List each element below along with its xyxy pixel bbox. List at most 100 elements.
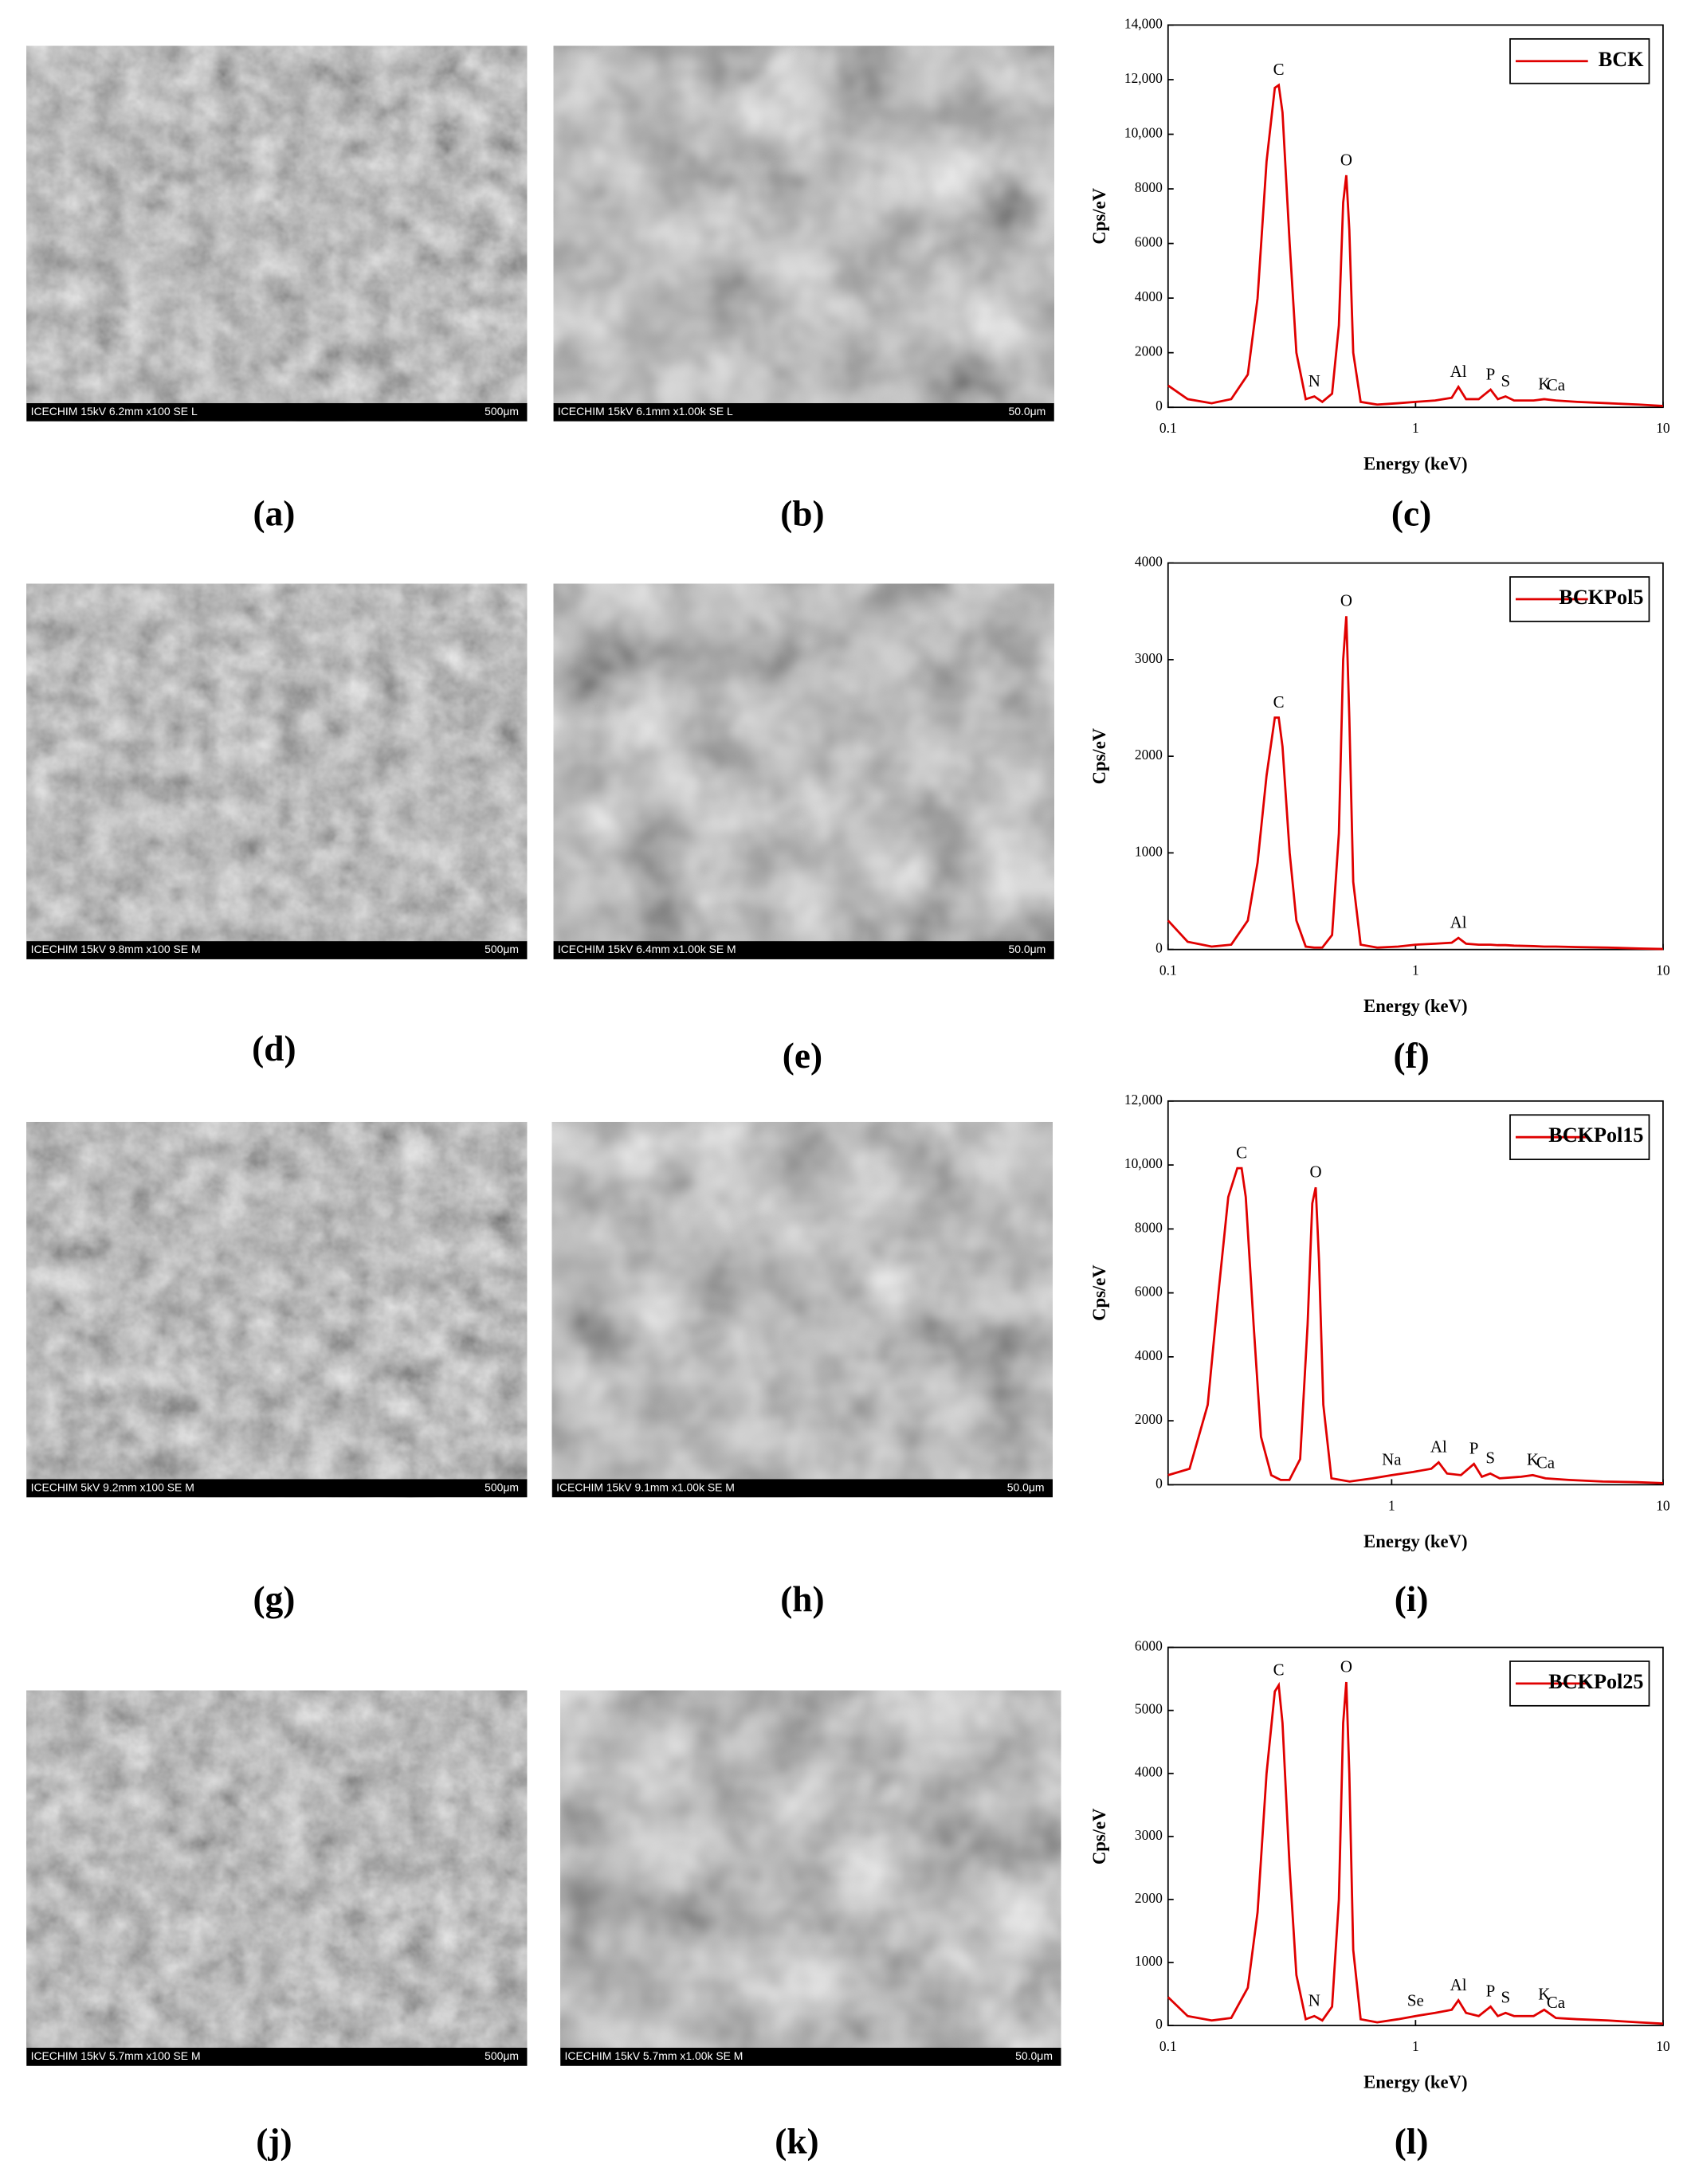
spectrum-line bbox=[1167, 1166, 1663, 1484]
y-tick-label: 3000 bbox=[1135, 1827, 1163, 1843]
y-axis-label: Cps/eV bbox=[1089, 727, 1109, 784]
peak-label: Al bbox=[1450, 362, 1467, 381]
legend-label: BCKPol15 bbox=[1548, 1123, 1643, 1147]
legend-label: BCKPol5 bbox=[1559, 586, 1643, 609]
y-tick-label: 6000 bbox=[1135, 1284, 1163, 1300]
info-bar bbox=[26, 2048, 528, 2066]
scale-label: 500μm bbox=[485, 2049, 519, 2062]
micrograph-caption: ICECHIM 15kV 5.7mm x1.00k SE M bbox=[565, 2049, 743, 2062]
peak-label: C bbox=[1273, 1660, 1285, 1679]
scale-label: 50.0μm bbox=[1015, 2049, 1053, 2062]
peak-label: P bbox=[1486, 364, 1496, 383]
x-tick-label: 1 bbox=[1412, 420, 1419, 436]
scale-label: 50.0μm bbox=[1008, 405, 1046, 418]
y-tick-label: 4000 bbox=[1135, 288, 1163, 304]
peak-label: Al bbox=[1450, 912, 1467, 931]
micrograph-caption: ICECHIM 15kV 6.4mm x1.00k SE M bbox=[558, 943, 736, 955]
micrograph bbox=[26, 45, 528, 422]
peak-label: C bbox=[1273, 692, 1285, 712]
y-tick-label: 1000 bbox=[1135, 1953, 1163, 1969]
peak-label: S bbox=[1501, 371, 1510, 390]
y-tick-label: 10,000 bbox=[1124, 124, 1163, 140]
micrograph bbox=[26, 583, 528, 959]
y-tick-label: 2000 bbox=[1135, 1890, 1163, 1906]
y-tick-label: 6000 bbox=[1135, 234, 1163, 250]
peak-label: O bbox=[1340, 591, 1352, 610]
micrograph-caption: ICECHIM 15kV 9.1mm x1.00k SE M bbox=[556, 1480, 735, 1493]
peak-label: N bbox=[1308, 371, 1320, 390]
peak-label: K bbox=[1527, 1450, 1539, 1469]
peak-label: O bbox=[1340, 1657, 1352, 1676]
y-tick-label: 2000 bbox=[1135, 343, 1163, 359]
y-tick-label: 4000 bbox=[1135, 1347, 1163, 1363]
y-tick-label: 3000 bbox=[1135, 650, 1163, 666]
peak-label: N bbox=[1308, 1991, 1320, 2010]
peak-label: Ca bbox=[1536, 1453, 1555, 1472]
x-tick-label: 10 bbox=[1656, 2038, 1670, 2054]
peak-label: Al bbox=[1430, 1437, 1447, 1457]
panel-label: (e) bbox=[783, 1036, 822, 1076]
peak-label: K bbox=[1538, 1985, 1550, 2004]
scale-label: 500μm bbox=[485, 943, 519, 955]
y-tick-label: 12,000 bbox=[1124, 70, 1163, 86]
y-tick-label: 0 bbox=[1155, 2016, 1163, 2032]
y-tick-label: 0 bbox=[1155, 1475, 1163, 1491]
panel-label: (j) bbox=[256, 2122, 292, 2162]
x-tick-label: 0.1 bbox=[1159, 2038, 1177, 2054]
panel-label: (a) bbox=[253, 493, 295, 533]
info-bar bbox=[553, 402, 1054, 422]
peak-label: Ca bbox=[1547, 375, 1565, 394]
micrograph bbox=[26, 1690, 528, 2066]
y-tick-label: 2000 bbox=[1135, 1411, 1163, 1427]
scale-label: 50.0μm bbox=[1007, 1480, 1045, 1493]
peak-label: Al bbox=[1450, 1975, 1467, 1994]
x-axis-label: Energy (keV) bbox=[1363, 996, 1467, 1016]
spectrum-line bbox=[1167, 1681, 1663, 2025]
panel-label: (h) bbox=[780, 1579, 824, 1619]
micrograph-caption: ICECHIM 15kV 9.8mm x100 SE M bbox=[31, 943, 201, 955]
peak-label: S bbox=[1485, 1449, 1495, 1468]
info-bar bbox=[26, 402, 528, 422]
x-axis-label: Energy (keV) bbox=[1363, 1531, 1467, 1551]
y-tick-label: 12,000 bbox=[1124, 1092, 1163, 1108]
peak-label: O bbox=[1340, 150, 1352, 169]
spectrum-line bbox=[1167, 83, 1663, 407]
y-axis-label: Cps/eV bbox=[1089, 1808, 1109, 1864]
panel-label: (g) bbox=[253, 1579, 295, 1619]
x-tick-label: 1 bbox=[1412, 2038, 1419, 2054]
micrograph bbox=[551, 1122, 1053, 1498]
panel-label: (b) bbox=[780, 493, 824, 533]
y-tick-label: 8000 bbox=[1135, 179, 1163, 195]
x-tick-label: 10 bbox=[1656, 1497, 1670, 1513]
legend-label: BCKPol25 bbox=[1548, 1670, 1643, 1693]
y-tick-label: 1000 bbox=[1135, 843, 1163, 859]
scale-label: 50.0μm bbox=[1008, 943, 1046, 955]
y-tick-label: 2000 bbox=[1135, 747, 1163, 763]
info-bar bbox=[26, 1479, 528, 1498]
x-tick-label: 1 bbox=[1412, 963, 1419, 978]
micrograph-caption: ICECHIM 15kV 5.7mm x100 SE M bbox=[31, 2049, 201, 2062]
y-axis-label: Cps/eV bbox=[1089, 1265, 1109, 1321]
panel-label: (d) bbox=[252, 1029, 296, 1068]
info-bar bbox=[560, 2048, 1061, 2066]
x-tick-label: 10 bbox=[1656, 420, 1670, 436]
peak-label: C bbox=[1273, 60, 1285, 79]
info-bar bbox=[551, 1479, 1053, 1498]
panel-label: (c) bbox=[1391, 493, 1431, 533]
panel-label: (l) bbox=[1395, 2122, 1429, 2162]
y-tick-label: 0 bbox=[1155, 398, 1163, 414]
micrograph-caption: ICECHIM 15kV 6.2mm x100 SE L bbox=[31, 405, 198, 418]
legend-label: BCK bbox=[1599, 48, 1644, 71]
micrograph-caption: ICECHIM 5kV 9.2mm x100 SE M bbox=[31, 1480, 194, 1493]
x-tick-label: 1 bbox=[1388, 1497, 1395, 1513]
y-tick-label: 14,000 bbox=[1124, 15, 1163, 31]
micrograph-caption: ICECHIM 15kV 6.1mm x1.00k SE L bbox=[558, 405, 733, 418]
peak-label: Se bbox=[1407, 1991, 1424, 2010]
peak-label: K bbox=[1538, 374, 1550, 393]
y-tick-label: 5000 bbox=[1135, 1701, 1163, 1717]
y-tick-label: 10,000 bbox=[1124, 1155, 1163, 1171]
panel-label: (k) bbox=[775, 2122, 818, 2162]
peak-label: O bbox=[1310, 1163, 1322, 1182]
